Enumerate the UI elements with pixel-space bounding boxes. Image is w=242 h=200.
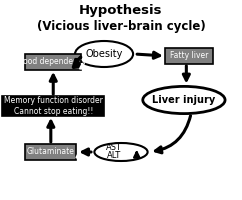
FancyBboxPatch shape — [2, 96, 104, 116]
Text: (Vicious liver-brain cycle): (Vicious liver-brain cycle) — [37, 20, 205, 33]
FancyBboxPatch shape — [25, 54, 81, 70]
Ellipse shape — [94, 143, 148, 161]
Text: AST: AST — [106, 144, 122, 152]
FancyBboxPatch shape — [25, 144, 76, 160]
Text: Liver injury: Liver injury — [152, 95, 216, 105]
Ellipse shape — [143, 86, 225, 114]
Text: Memory function disorder
Cannot stop eating!!: Memory function disorder Cannot stop eat… — [4, 96, 103, 116]
Text: ALT: ALT — [107, 151, 121, 160]
Text: Glutaminate: Glutaminate — [27, 148, 75, 156]
Text: Obesity: Obesity — [85, 49, 123, 59]
FancyBboxPatch shape — [165, 48, 213, 64]
Text: Food dependency: Food dependency — [20, 58, 87, 66]
Text: Hypothesis: Hypothesis — [79, 4, 163, 17]
Ellipse shape — [75, 41, 133, 67]
Text: Fatty liver: Fatty liver — [170, 51, 208, 60]
